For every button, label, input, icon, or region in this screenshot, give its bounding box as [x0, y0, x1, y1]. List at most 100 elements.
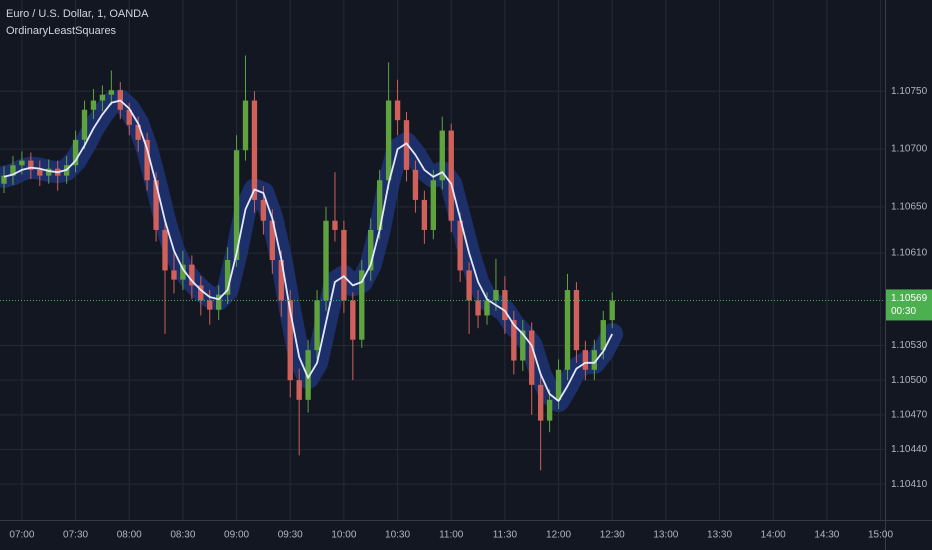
candle-body	[1, 175, 7, 184]
y-tick-label: 1.10470	[891, 409, 928, 420]
candle-body	[502, 290, 508, 321]
candle-body	[108, 90, 115, 95]
candle-body	[269, 220, 276, 260]
candle-body	[376, 180, 383, 230]
candle-body	[555, 369, 562, 400]
x-tick-label: 08:00	[117, 530, 142, 541]
y-tick-label: 1.10610	[891, 248, 928, 259]
candle-body	[448, 130, 454, 221]
candle-body	[600, 320, 606, 351]
candle-body	[582, 350, 589, 370]
candle-body	[421, 199, 428, 230]
candle-body	[537, 384, 544, 421]
candle-body	[385, 100, 392, 181]
x-tick-label: 11:30	[493, 530, 518, 541]
candle-body	[493, 290, 499, 301]
candle-body	[189, 264, 195, 286]
x-tick-label: 09:00	[224, 530, 249, 541]
candle-body	[233, 150, 240, 260]
candle-body	[224, 260, 231, 295]
candle-body	[475, 300, 481, 316]
y-tick-label: 1.10530	[891, 340, 928, 351]
candle-body	[573, 290, 580, 351]
candle-body	[305, 350, 311, 400]
candle-body	[323, 220, 329, 301]
candle-body	[609, 300, 615, 321]
candle-body	[564, 290, 571, 370]
candle-body	[466, 270, 472, 301]
candle-body	[198, 285, 204, 301]
candle-body	[529, 330, 535, 385]
x-tick-label: 12:30	[600, 530, 625, 541]
candle-body	[46, 168, 52, 176]
candle-body	[439, 130, 445, 181]
y-tick-label: 1.10700	[891, 144, 928, 155]
candle-body	[37, 169, 43, 176]
chart-title: Euro / U.S. Dollar, 1, OANDA	[6, 8, 149, 20]
candle-body	[430, 180, 437, 230]
candle-body	[412, 169, 419, 200]
candle-body	[314, 300, 320, 351]
candle-body	[99, 94, 106, 101]
candle-body	[162, 229, 168, 271]
indicator-name: OrdinaryLeastSquares	[6, 25, 117, 37]
candle-body	[350, 300, 356, 340]
candle-body	[135, 124, 141, 140]
candle-body	[403, 120, 410, 170]
candle-body	[180, 264, 186, 280]
x-tick-label: 11:00	[439, 530, 464, 541]
x-tick-label: 14:30	[814, 530, 839, 541]
x-tick-label: 15:00	[868, 530, 893, 541]
x-tick-label: 08:30	[170, 530, 195, 541]
candle-body	[28, 160, 34, 170]
y-tick-label: 1.10440	[891, 444, 928, 455]
candle-body	[278, 260, 284, 301]
candle-body	[520, 330, 526, 361]
candle-body	[207, 300, 213, 310]
countdown-label: 00:30	[891, 306, 916, 317]
x-tick-label: 07:00	[9, 530, 34, 541]
candle-body	[332, 220, 338, 230]
x-tick-label: 13:30	[707, 530, 732, 541]
candle-body	[153, 180, 159, 230]
candle-body	[171, 270, 177, 280]
candle-body	[215, 294, 222, 310]
candle-body	[394, 100, 401, 121]
candle-body	[511, 320, 517, 361]
y-tick-label: 1.10650	[891, 201, 928, 212]
x-tick-label: 10:30	[385, 530, 410, 541]
candle-body	[126, 109, 132, 125]
ols-line	[3, 99, 614, 402]
candle-body	[72, 139, 79, 166]
last-price-box	[886, 289, 932, 321]
candle-body	[296, 380, 302, 400]
x-tick-label: 07:30	[63, 530, 88, 541]
candle-body	[19, 160, 25, 166]
candle-body	[484, 300, 490, 316]
x-tick-label: 12:00	[546, 530, 571, 541]
candle-body	[242, 100, 249, 151]
y-tick-label: 1.10500	[891, 375, 928, 386]
candle-body	[251, 100, 258, 200]
candle-body	[287, 300, 293, 381]
x-tick-label: 10:00	[331, 530, 356, 541]
candle-body	[457, 220, 463, 271]
candle-body	[10, 165, 16, 176]
x-tick-label: 09:30	[278, 530, 303, 541]
plot	[0, 55, 885, 471]
candle-body	[546, 399, 553, 421]
candle-body	[341, 229, 347, 301]
axes: 1.10750 1.10700 1.10650 1.10610 1.10530 1.105…	[9, 86, 932, 541]
x-tick-label: 14:00	[761, 530, 786, 541]
y-tick-label: 1.10410	[891, 479, 928, 490]
candle-body	[591, 350, 598, 370]
candle-body	[144, 139, 150, 181]
y-tick-label: 1.10750	[891, 86, 928, 97]
candle-body	[260, 199, 267, 221]
candle-body	[90, 100, 97, 110]
candle-body	[81, 109, 88, 140]
last-price-label: 1.10569	[891, 293, 928, 304]
candle-body	[359, 270, 365, 340]
